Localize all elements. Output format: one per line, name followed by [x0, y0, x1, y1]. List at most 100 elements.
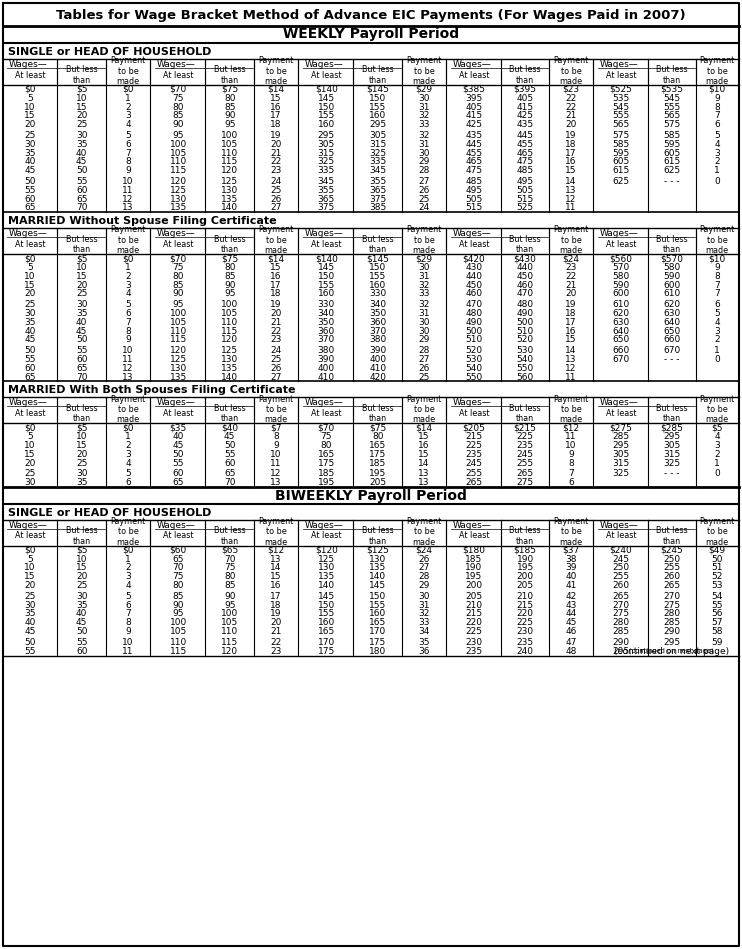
Text: 245: 245 [516, 450, 533, 458]
Text: 375: 375 [318, 203, 335, 213]
Text: 25: 25 [418, 195, 430, 203]
Text: 245: 245 [465, 458, 482, 468]
Text: 305: 305 [612, 450, 629, 458]
Text: 235: 235 [465, 646, 482, 656]
Text: 95: 95 [224, 601, 235, 609]
Text: 1: 1 [125, 432, 131, 441]
Text: 2: 2 [715, 335, 720, 344]
Text: 57: 57 [712, 619, 723, 627]
Text: 34: 34 [418, 627, 430, 636]
Text: 295: 295 [612, 441, 629, 450]
Text: $40: $40 [221, 423, 238, 433]
Text: Payment
to be
made: Payment to be made [407, 517, 441, 547]
Text: 250: 250 [612, 564, 629, 572]
Text: 25: 25 [76, 289, 88, 298]
Text: 9: 9 [715, 263, 720, 272]
Text: $23: $23 [562, 84, 580, 94]
Text: 370: 370 [318, 335, 335, 344]
Text: 26: 26 [418, 363, 430, 373]
Text: 85: 85 [172, 592, 184, 601]
Text: 540: 540 [465, 363, 482, 373]
Text: 50: 50 [224, 441, 235, 450]
Text: 13: 13 [270, 478, 282, 487]
Text: 27: 27 [418, 355, 430, 363]
Text: 75: 75 [172, 572, 184, 582]
Text: $570: $570 [660, 254, 683, 263]
Text: 22: 22 [270, 158, 281, 166]
Text: 15: 15 [24, 572, 36, 582]
Text: 295: 295 [663, 638, 680, 647]
Text: 14: 14 [418, 458, 430, 468]
Text: 670: 670 [663, 346, 680, 355]
Text: At least: At least [459, 409, 489, 418]
Text: 590: 590 [612, 281, 629, 289]
Text: 6: 6 [125, 140, 131, 149]
Text: 490: 490 [516, 309, 533, 318]
Text: 18: 18 [270, 121, 282, 129]
Text: 40: 40 [172, 432, 184, 441]
Text: $120: $120 [315, 546, 338, 555]
Text: At least: At least [311, 70, 341, 80]
Text: At least: At least [163, 70, 194, 80]
Text: But less
than: But less than [214, 234, 246, 254]
Text: 545: 545 [663, 94, 680, 102]
Text: 290: 290 [612, 638, 629, 647]
Text: 40: 40 [565, 572, 577, 582]
Text: 75: 75 [172, 263, 184, 272]
Text: 11: 11 [565, 432, 577, 441]
Text: 4: 4 [125, 289, 131, 298]
Text: 56: 56 [712, 609, 723, 619]
Text: 130: 130 [170, 363, 187, 373]
Text: 60: 60 [172, 470, 184, 478]
Text: 24: 24 [418, 203, 430, 213]
Text: 50: 50 [712, 555, 723, 564]
Text: 130: 130 [221, 186, 238, 195]
Text: 24: 24 [270, 177, 281, 186]
Text: 450: 450 [465, 281, 482, 289]
Text: 155: 155 [369, 271, 387, 281]
Text: 495: 495 [465, 186, 482, 195]
Text: 70: 70 [172, 564, 184, 572]
Text: $5: $5 [76, 546, 88, 555]
Text: 10: 10 [24, 441, 36, 450]
Text: 185: 185 [465, 555, 482, 564]
Text: Wages—: Wages— [9, 398, 47, 407]
Text: 120: 120 [221, 166, 238, 176]
Text: 50: 50 [24, 638, 36, 647]
Text: 555: 555 [612, 111, 629, 121]
Text: $29: $29 [416, 84, 433, 94]
Text: 65: 65 [172, 555, 184, 564]
Text: 23: 23 [270, 646, 282, 656]
Text: At least: At least [163, 409, 194, 418]
Text: 115: 115 [170, 166, 187, 176]
Text: 255: 255 [612, 572, 629, 582]
Text: 44: 44 [565, 609, 577, 619]
Text: 575: 575 [663, 121, 680, 129]
Text: 315: 315 [612, 458, 629, 468]
Text: But less
than: But less than [66, 403, 97, 423]
Text: 15: 15 [565, 166, 577, 176]
Text: 5: 5 [125, 470, 131, 478]
Text: 275: 275 [516, 478, 533, 487]
Text: 200: 200 [516, 572, 533, 582]
Text: 2: 2 [125, 271, 131, 281]
Text: 2: 2 [125, 102, 131, 111]
Text: 160: 160 [369, 281, 387, 289]
Text: 6: 6 [125, 309, 131, 318]
Text: 18: 18 [270, 289, 282, 298]
Text: 25: 25 [76, 121, 88, 129]
Text: 39: 39 [565, 564, 577, 572]
Text: 105: 105 [170, 148, 187, 158]
Text: 605: 605 [663, 148, 680, 158]
Text: Payment
to be
made: Payment to be made [111, 56, 145, 86]
Text: $14: $14 [416, 423, 433, 433]
Text: 30: 30 [418, 326, 430, 336]
Text: 28: 28 [418, 166, 430, 176]
Text: 41: 41 [565, 581, 577, 590]
Text: 255: 255 [516, 458, 533, 468]
Text: 60: 60 [224, 458, 235, 468]
Text: 125: 125 [221, 346, 238, 355]
Text: 325: 325 [612, 470, 629, 478]
Text: 160: 160 [369, 609, 387, 619]
Text: 9: 9 [125, 335, 131, 344]
